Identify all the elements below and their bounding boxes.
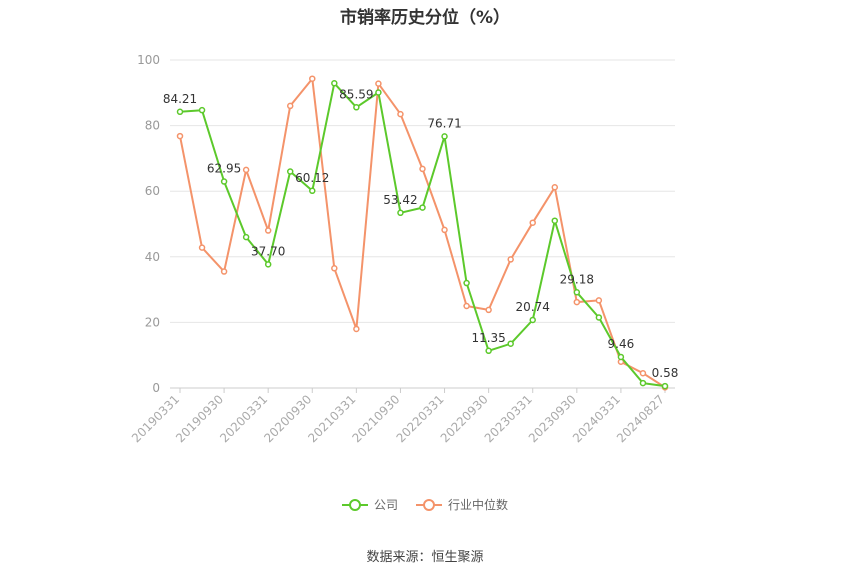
data-point (441, 226, 448, 234)
data-point (220, 268, 228, 275)
data-point (529, 219, 536, 226)
data-point (529, 316, 536, 324)
data-label: 60.12 (295, 171, 329, 185)
data-point (507, 340, 514, 347)
data-point (419, 165, 426, 173)
data-point (617, 353, 625, 361)
data-label: 76.71 (427, 116, 461, 130)
data-label: 20.74 (516, 300, 550, 314)
data-point (485, 347, 492, 355)
data-label: 29.18 (560, 272, 594, 286)
data-point (595, 297, 603, 304)
legend-industry-label: 行业中位数 (448, 498, 509, 512)
data-point (286, 168, 294, 175)
data-point (242, 166, 250, 174)
data-point (551, 184, 559, 191)
data-point (463, 302, 470, 310)
y-tick-label: 100 (137, 53, 160, 67)
data-point (397, 209, 404, 217)
legend-company-icon (341, 498, 368, 511)
x-tick-label: 20240827 (614, 392, 667, 445)
data-point (463, 279, 470, 287)
data-labels: 84.21 62.95 37.70 60.12 85.59 53.42 76.71 11.35… (163, 87, 679, 380)
data-point (353, 104, 360, 111)
data-label: 85.59 (339, 87, 373, 101)
data-point (220, 178, 228, 185)
data-point (198, 106, 206, 114)
series-line-1 (179, 77, 666, 389)
legend-industry-icon (416, 498, 442, 511)
data-point (639, 369, 647, 377)
data-point (353, 325, 360, 333)
legend-item-company[interactable]: 公司 (341, 496, 398, 513)
data-point (176, 132, 184, 140)
data-point (441, 133, 448, 140)
data-label: 84.21 (163, 92, 197, 106)
data-point (176, 108, 184, 116)
data-point (573, 289, 581, 296)
data-label: 9.46 (608, 337, 635, 351)
y-tick-label: 0 (152, 381, 160, 395)
data-point (375, 89, 382, 96)
y-tick-label: 60 (145, 184, 160, 198)
chart-title: 市销率历史分位（%） (339, 8, 511, 28)
data-point (242, 233, 250, 241)
data-point (397, 110, 404, 118)
data-point (419, 204, 426, 211)
data-label: 11.35 (471, 331, 505, 345)
data-point (485, 306, 492, 314)
data-point (595, 314, 603, 321)
data-point (309, 187, 316, 195)
data-source: 数据来源：恒生聚源 (366, 550, 484, 565)
data-label: 37.70 (251, 244, 285, 258)
data-point (198, 244, 206, 251)
data-point (661, 382, 669, 390)
data-point (507, 256, 514, 263)
series-line-0 (179, 82, 666, 388)
data-point (639, 379, 647, 387)
legend-company-label: 公司 (373, 498, 398, 512)
data-point (286, 102, 294, 110)
legend-item-industry-median[interactable]: 行业中位数 (416, 496, 508, 513)
data-label: 53.42 (383, 193, 417, 207)
grid-lines (170, 59, 675, 389)
data-point (309, 75, 316, 82)
series-lines (176, 75, 669, 391)
data-point (573, 298, 581, 306)
data-label: 0.58 (652, 366, 679, 380)
data-point (551, 217, 559, 224)
legend: 公司 行业中位数 (0, 496, 850, 513)
data-point (264, 227, 272, 234)
data-point (375, 80, 382, 87)
y-tick-label: 20 (145, 315, 160, 329)
data-point (331, 80, 338, 87)
data-point (331, 265, 338, 272)
y-tick-label: 80 (145, 119, 160, 133)
data-label: 62.95 (207, 162, 241, 176)
data-point (264, 261, 272, 268)
y-tick-label: 40 (145, 250, 160, 264)
